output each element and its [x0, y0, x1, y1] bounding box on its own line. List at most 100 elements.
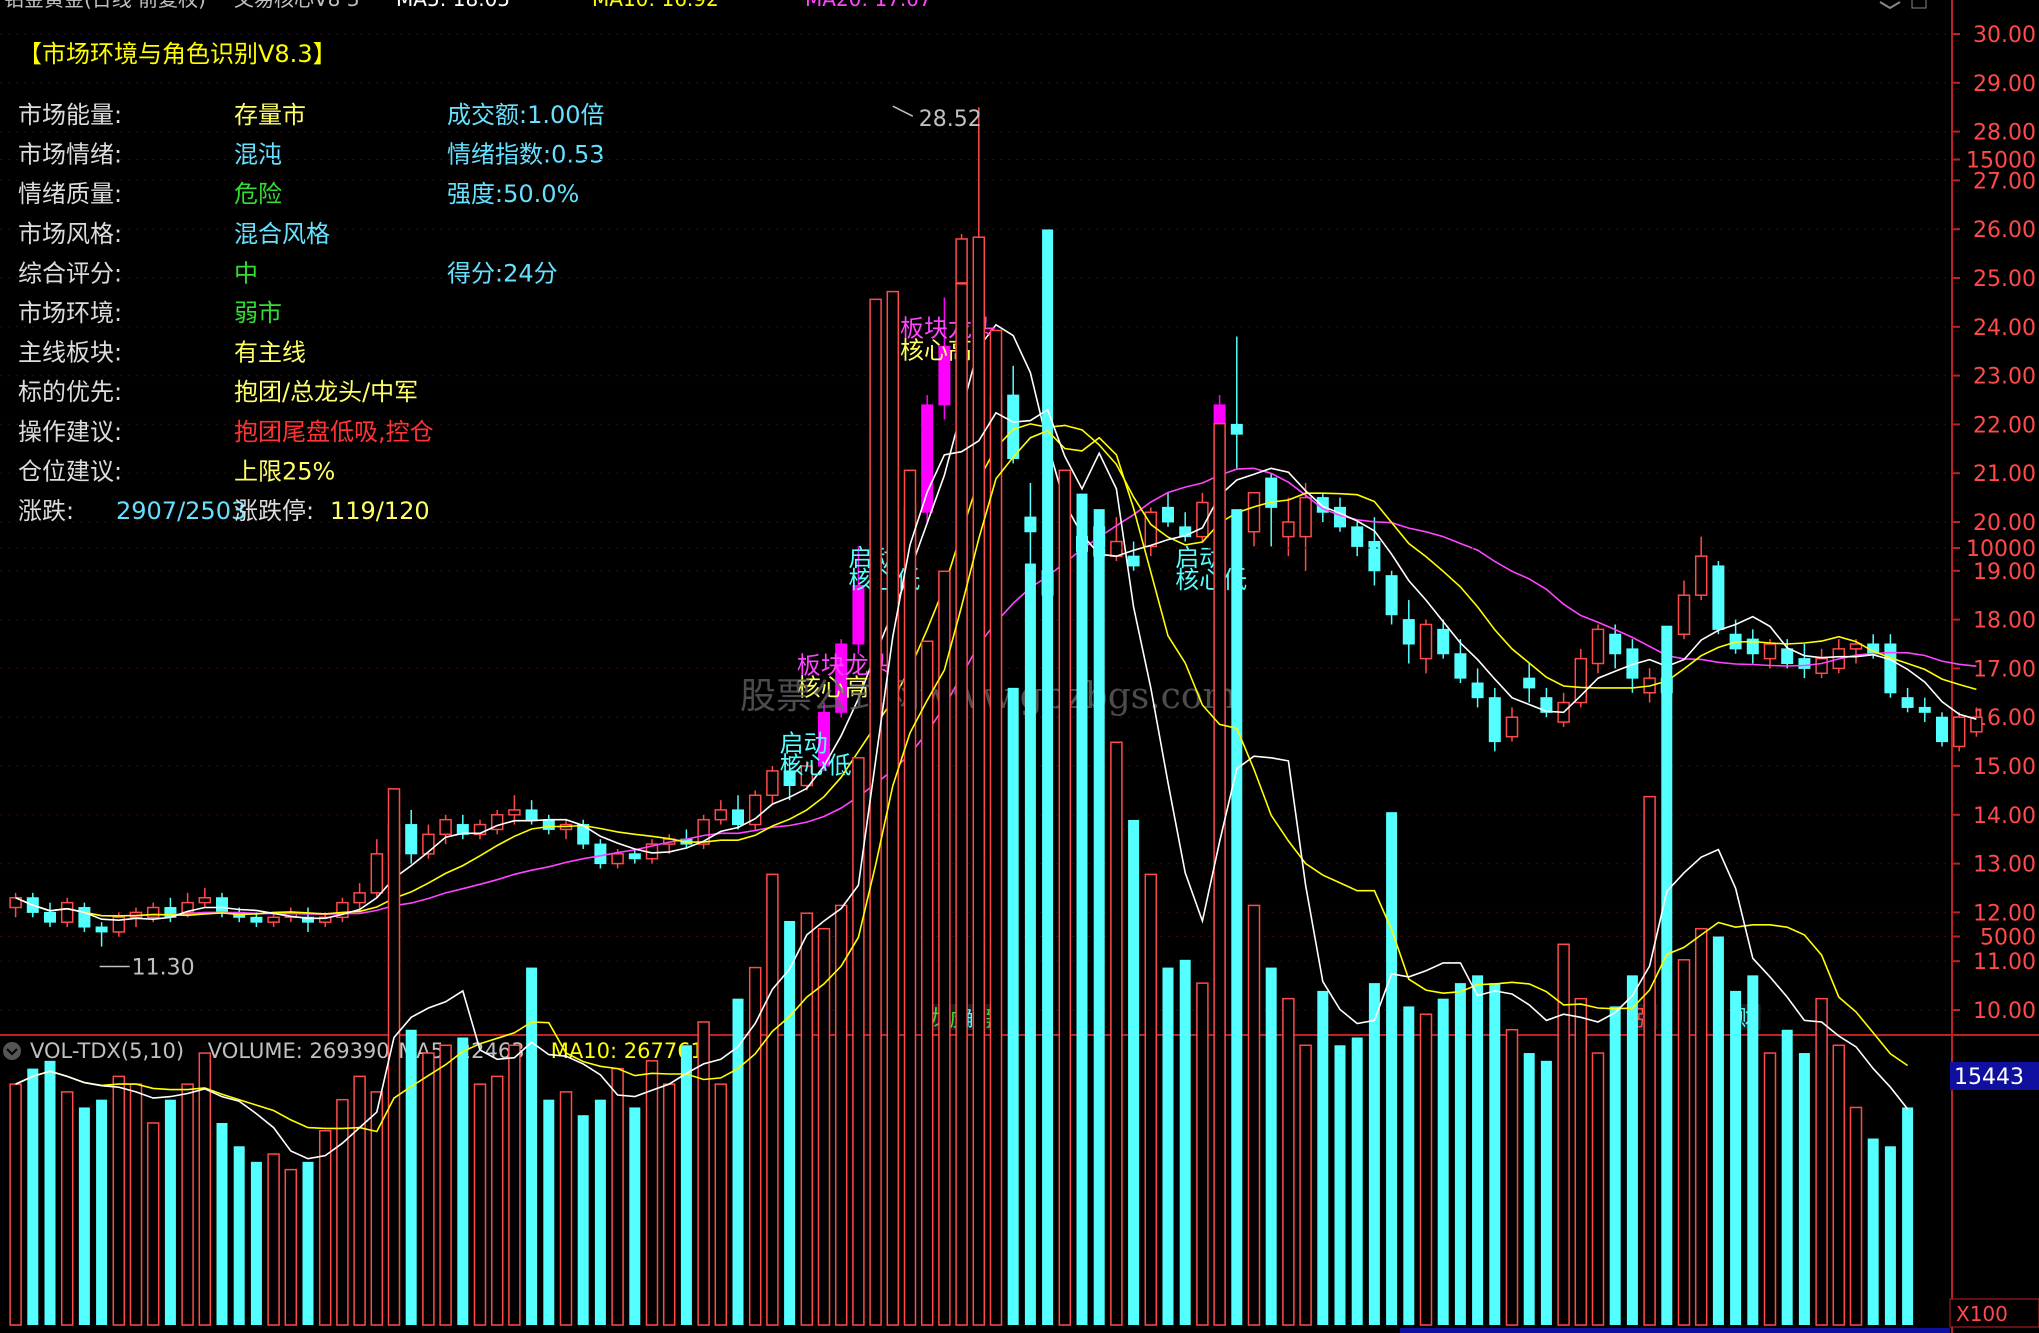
volume-bar[interactable] — [594, 1099, 606, 1325]
volume-bar[interactable] — [1591, 1052, 1605, 1326]
volume-bar[interactable] — [526, 967, 538, 1325]
volume-bar[interactable] — [1798, 1053, 1810, 1325]
volume-bar[interactable] — [784, 920, 796, 1325]
volume-bar[interactable] — [181, 1083, 194, 1326]
candle-body[interactable] — [95, 926, 108, 933]
candle-body[interactable] — [800, 765, 814, 787]
candle-body[interactable] — [9, 897, 22, 909]
candle-body[interactable] — [1024, 516, 1037, 533]
candle-body[interactable] — [697, 818, 710, 845]
candle-body[interactable] — [422, 833, 435, 855]
candle-body[interactable] — [353, 892, 366, 904]
volume-bar[interactable] — [1386, 812, 1398, 1325]
window-icon[interactable] — [1911, 0, 1927, 9]
candle-body[interactable] — [318, 916, 332, 923]
volume-bar[interactable] — [645, 1060, 659, 1326]
volume-bar[interactable] — [1058, 469, 1072, 1326]
volume-bar[interactable] — [714, 1083, 728, 1326]
candle-body[interactable] — [1127, 555, 1140, 567]
volume-bar[interactable] — [490, 1075, 504, 1326]
candle-body[interactable] — [1454, 653, 1467, 679]
volume-bar[interactable] — [1317, 990, 1329, 1325]
volume-bar[interactable] — [284, 1168, 298, 1326]
volume-bar[interactable] — [938, 570, 951, 1326]
candle-body[interactable] — [611, 853, 624, 865]
candle-body[interactable] — [181, 901, 194, 914]
candle-body[interactable] — [405, 824, 418, 855]
volume-bar[interactable] — [233, 1146, 245, 1325]
candle-body[interactable] — [1712, 565, 1725, 630]
candle-body[interactable] — [525, 809, 538, 821]
volume-bar[interactable] — [1042, 229, 1054, 1326]
volume-bar[interactable] — [44, 1060, 56, 1325]
candle-body[interactable] — [473, 823, 487, 836]
volume-bar[interactable] — [748, 966, 762, 1326]
candle-body[interactable] — [1746, 638, 1759, 655]
candle-body[interactable] — [1591, 628, 1605, 665]
volume-bar[interactable] — [1712, 936, 1724, 1326]
volume-bar[interactable] — [129, 1083, 143, 1326]
candle-body[interactable] — [1110, 540, 1123, 557]
volume-bar[interactable] — [1419, 1013, 1433, 1326]
candle-body[interactable] — [508, 809, 521, 816]
volume-bar[interactable] — [1523, 1053, 1535, 1325]
candle-body[interactable] — [921, 404, 934, 513]
volume-bar[interactable] — [1643, 795, 1656, 1326]
candle-body[interactable] — [1523, 677, 1536, 689]
volume-bar[interactable] — [78, 1107, 90, 1325]
candle-body[interactable] — [490, 814, 504, 831]
candle-body[interactable] — [44, 911, 56, 923]
volume-bar[interactable] — [112, 1075, 126, 1326]
candle-body[interactable] — [1196, 501, 1209, 538]
volume-bar[interactable] — [250, 1161, 262, 1325]
volume-bar[interactable] — [1677, 959, 1691, 1326]
volume-bar[interactable] — [817, 927, 831, 1326]
candle-body[interactable] — [1247, 491, 1261, 533]
candle-body[interactable] — [1505, 716, 1519, 738]
volume-bar[interactable] — [473, 1083, 487, 1326]
volume-bar[interactable] — [1213, 422, 1226, 1326]
candle-body[interactable] — [1918, 706, 1931, 713]
volume-bar[interactable] — [1196, 982, 1209, 1326]
volume-bar[interactable] — [1368, 983, 1380, 1325]
volume-bar[interactable] — [1299, 1044, 1312, 1326]
scroll-strip[interactable] — [1400, 1328, 1950, 1333]
candle-body[interactable] — [1471, 682, 1484, 699]
volume-bar[interactable] — [508, 1044, 521, 1326]
volume-bar[interactable] — [1730, 990, 1742, 1325]
volume-bar[interactable] — [1128, 819, 1140, 1325]
candle-body[interactable] — [1402, 619, 1415, 645]
candle-body[interactable] — [766, 770, 779, 797]
candle-body[interactable] — [594, 843, 607, 865]
volume-bar[interactable] — [27, 1068, 39, 1325]
candle-body[interactable] — [542, 819, 555, 830]
candle-body[interactable] — [1936, 716, 1948, 743]
candle-body[interactable] — [748, 794, 762, 826]
candle-body[interactable] — [1901, 697, 1914, 708]
candle-body[interactable] — [835, 643, 848, 713]
volume-bar[interactable] — [1076, 493, 1088, 1325]
volume-bar[interactable] — [1661, 625, 1673, 1325]
volume-bar[interactable] — [353, 1075, 366, 1326]
volume-bar[interactable] — [611, 1067, 624, 1326]
volume-bar[interactable] — [96, 1099, 108, 1325]
volume-bar[interactable] — [9, 1083, 22, 1326]
candle-body[interactable] — [1265, 477, 1278, 508]
volume-bar[interactable] — [1557, 943, 1570, 1326]
volume-bar[interactable] — [1747, 975, 1759, 1325]
volume-bar[interactable] — [732, 998, 744, 1325]
volume-bar[interactable] — [1403, 1006, 1415, 1325]
candle-body[interactable] — [1609, 633, 1622, 655]
candle-body[interactable] — [1299, 496, 1312, 538]
volume-bar[interactable] — [1334, 1045, 1346, 1325]
candle-body[interactable] — [456, 824, 469, 835]
volume-bar[interactable] — [1110, 741, 1123, 1326]
candle-body[interactable] — [146, 906, 160, 919]
candle-body[interactable] — [1230, 423, 1243, 435]
volume-bar[interactable] — [1694, 927, 1708, 1326]
volume-bar[interactable] — [834, 904, 848, 1326]
candle-body[interactable] — [852, 584, 865, 645]
candle-body[interactable] — [1007, 394, 1020, 460]
candle-body[interactable] — [1970, 716, 1983, 733]
volume-bar[interactable] — [164, 1099, 176, 1325]
